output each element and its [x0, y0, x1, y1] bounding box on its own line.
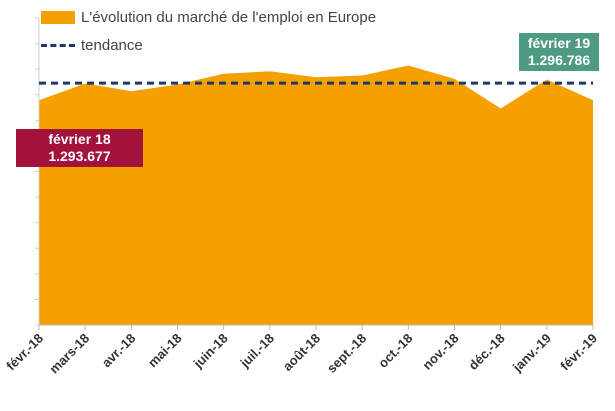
x-tick-label: avr.-18	[99, 331, 139, 371]
legend-label-trend: tendance	[81, 37, 143, 54]
area-series	[39, 65, 593, 325]
x-tick-labels: févr.-18 mars-18 avr.-18 mai-18 juin-18 juil.…	[3, 331, 600, 377]
x-tick-label: janv.-19	[509, 331, 554, 376]
x-tick-label: nov.-18	[420, 331, 462, 373]
x-tick-label: oct.-18	[375, 331, 415, 371]
x-tick-label: mars-18	[46, 331, 92, 377]
axes	[35, 17, 594, 330]
callout-end-title: février 19	[527, 35, 591, 51]
x-tick-label: juil.-18	[237, 331, 277, 371]
callout-end-value: 1.296.786	[527, 52, 591, 68]
x-tick-label: sept.-18	[324, 331, 369, 376]
x-tick-label: août-18	[280, 331, 323, 374]
x-tick-label: juin-18	[190, 331, 231, 372]
x-tick-label: mai-18	[145, 331, 185, 371]
callout-start-title: février 18	[48, 131, 111, 147]
legend-label-area: L'évolution du marché de l'emploi en Eur…	[81, 9, 377, 26]
area-fill	[39, 65, 593, 325]
x-tick-label: févr.-19	[557, 331, 600, 374]
legend-item-trend: tendance	[41, 37, 143, 54]
legend-swatch-trend	[41, 44, 75, 47]
callout-start-value: 1.293.677	[48, 148, 111, 164]
legend-swatch-area	[41, 11, 75, 24]
callout-end: février 19 1.296.786	[519, 33, 599, 71]
x-tick-label: févr.-18	[3, 331, 46, 374]
callout-start: février 18 1.293.677	[16, 129, 143, 167]
legend-item-area: L'évolution du marché de l'emploi en Eur…	[41, 9, 376, 26]
x-tick-label: déc.-18	[465, 331, 507, 373]
